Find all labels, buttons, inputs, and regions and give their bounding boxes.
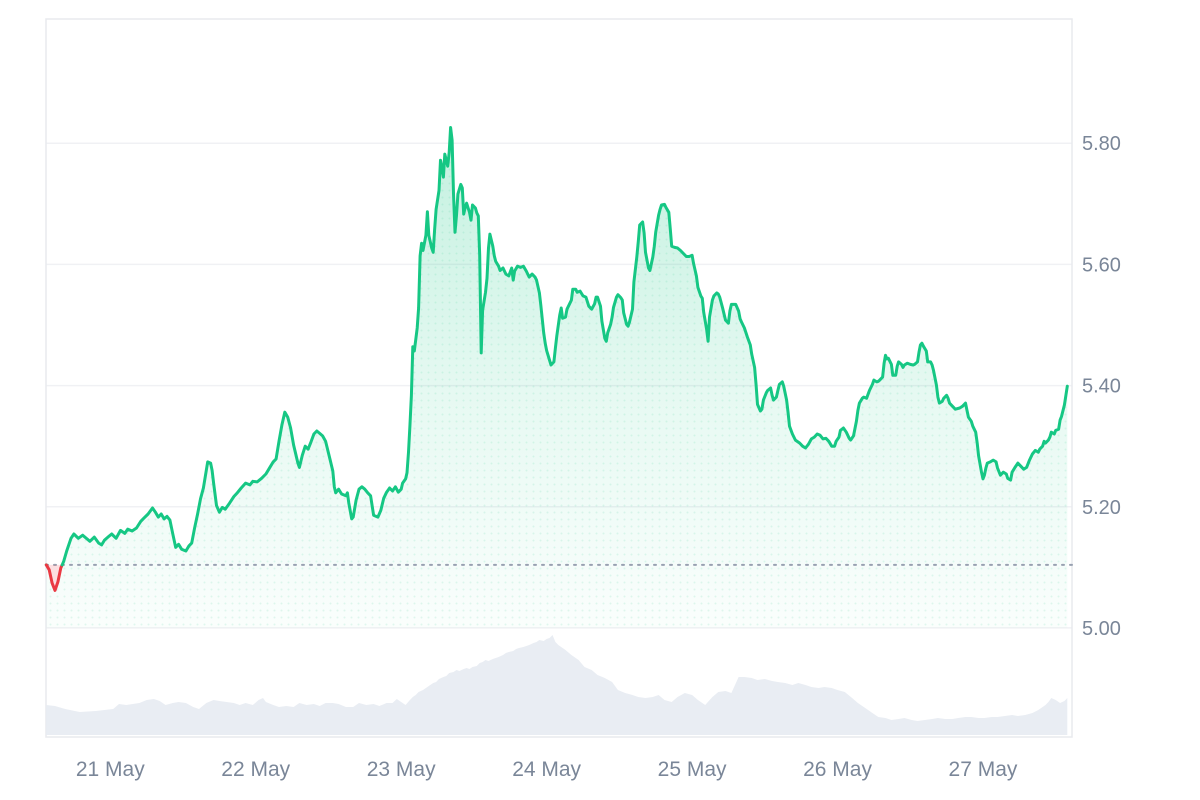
x-axis-tick-label: 22 May xyxy=(221,758,290,781)
price-line-up-segment xyxy=(60,126,1069,567)
y-axis-tick-label: 5.40 xyxy=(1082,376,1121,398)
x-axis-tick-label: 21 May xyxy=(76,758,145,781)
x-axis-tick-label: 27 May xyxy=(949,758,1018,781)
y-axis-tick-label: 5.00 xyxy=(1082,618,1121,640)
volume-histogram xyxy=(46,635,1068,735)
y-axis-tick-label: 5.20 xyxy=(1082,497,1121,519)
y-axis-tick-label: 5.80 xyxy=(1082,133,1121,155)
x-axis-tick-label: 26 May xyxy=(803,758,872,781)
price-line-down-segment xyxy=(44,563,64,592)
x-axis-tick-label: 23 May xyxy=(367,758,436,781)
plot-border xyxy=(45,18,1073,738)
x-axis-tick-label: 24 May xyxy=(512,758,581,781)
price-area-fill-dots xyxy=(46,127,1068,628)
y-axis-tick-label: 5.60 xyxy=(1082,254,1121,276)
x-axis-tick-label: 25 May xyxy=(658,758,727,781)
